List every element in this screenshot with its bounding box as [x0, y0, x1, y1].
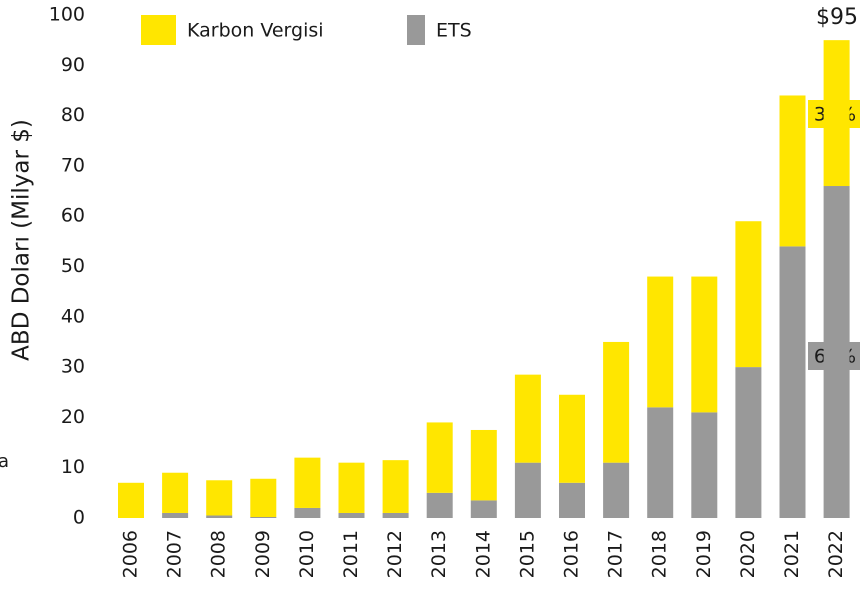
x-tick-label: 2006 — [120, 530, 142, 578]
bar-segment — [823, 40, 850, 187]
x-tick-label: 2022 — [825, 530, 847, 578]
bar-segment — [559, 394, 585, 483]
total-label: $95 — [816, 5, 858, 30]
bar-segment — [779, 95, 806, 247]
x-tick-label: 2019 — [693, 530, 715, 578]
bar-segment — [647, 407, 674, 518]
bar-segment — [735, 367, 762, 518]
bar-segment — [338, 462, 365, 513]
bar-segment — [206, 515, 233, 518]
y-tick-label: 30 — [61, 356, 85, 378]
bar-segment — [691, 276, 718, 413]
y-tick-label: 70 — [61, 154, 85, 176]
x-tick-label: 2012 — [384, 530, 406, 578]
legend-label: ETS — [436, 20, 472, 42]
bar-segment — [779, 246, 806, 518]
bar-segment — [647, 276, 674, 408]
bar-segment — [426, 422, 453, 493]
bar-segment — [514, 374, 541, 463]
bar-segment — [823, 186, 850, 518]
x-tick-label: 2013 — [428, 530, 450, 578]
bar-segment — [382, 460, 409, 513]
bar-segment — [206, 480, 233, 516]
bar-segment — [118, 482, 144, 518]
bar-segment — [250, 478, 277, 517]
y-tick-label: 0 — [73, 507, 85, 529]
x-tick-label: 2011 — [340, 530, 362, 578]
bar-segment — [470, 500, 497, 518]
bar-segment — [559, 482, 585, 518]
y-tick-label: 60 — [61, 205, 85, 227]
x-tick-label: 2021 — [781, 530, 803, 578]
bar-segment — [382, 512, 409, 518]
bar-segment — [691, 412, 718, 518]
legend-swatch — [407, 15, 425, 45]
y-axis-label: ABD Doları (Milyar $) — [9, 119, 35, 361]
x-tick-label: 2017 — [605, 530, 627, 578]
bar-segment — [426, 492, 453, 518]
bar-segment — [294, 457, 321, 508]
y-tick-label: 80 — [61, 104, 85, 126]
y-tick-label: 50 — [61, 255, 85, 277]
bar-segment — [470, 429, 497, 501]
bar-segment — [603, 341, 630, 463]
legend-label: Karbon Vergisi — [187, 20, 324, 42]
legend-swatch — [141, 15, 176, 45]
x-tick-label: 2007 — [164, 530, 186, 578]
edge-text: a — [0, 451, 9, 472]
bar-segment — [603, 462, 630, 518]
y-tick-label: 40 — [61, 305, 85, 327]
bar-segment — [514, 462, 541, 518]
y-tick-label: 100 — [49, 4, 85, 26]
y-tick-label: 20 — [61, 406, 85, 428]
bar-segment — [735, 221, 762, 368]
x-tick-label: 2020 — [737, 530, 759, 578]
y-tick-label: 10 — [61, 456, 85, 478]
x-tick-label: 2010 — [296, 530, 318, 578]
x-tick-label: 2009 — [252, 530, 274, 578]
y-tick-label: 90 — [61, 54, 85, 76]
bar-segment — [162, 472, 189, 513]
bar-segment — [250, 516, 277, 518]
x-tick-label: 2014 — [472, 530, 494, 578]
x-tick-label: 2018 — [649, 530, 671, 578]
x-tick-label: 2015 — [516, 530, 538, 578]
x-tick-label: 2016 — [561, 530, 583, 578]
bar-segment — [338, 512, 365, 518]
x-tick-label: 2008 — [208, 530, 230, 578]
bar-segment — [294, 507, 321, 518]
bar-segment — [162, 512, 189, 518]
